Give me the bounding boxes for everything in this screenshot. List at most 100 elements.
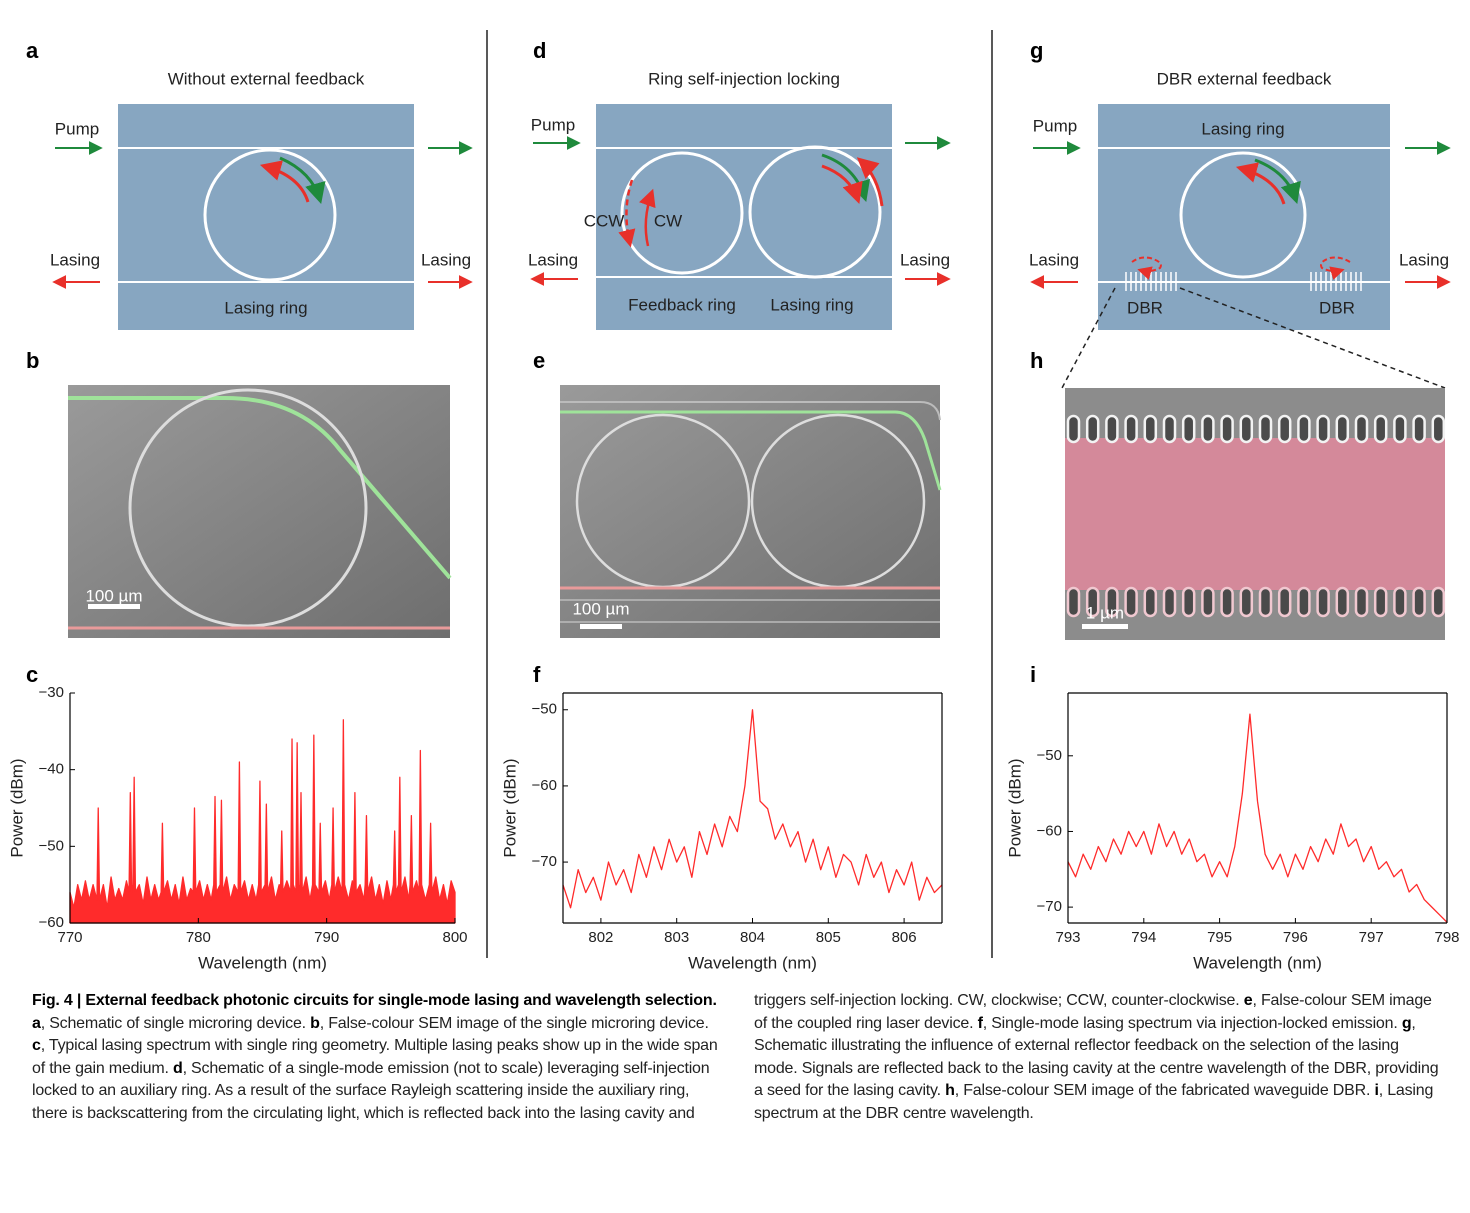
arrow xyxy=(279,156,326,205)
tooth-gap xyxy=(1143,414,1158,444)
label: Lasing xyxy=(421,250,471,269)
tooth-gap xyxy=(1220,586,1234,618)
caption-text: , Schematic illustrating the influence o… xyxy=(754,1014,1439,1100)
chip xyxy=(118,104,414,330)
chip xyxy=(1098,104,1390,330)
scale-bar xyxy=(580,624,622,629)
scale-bar xyxy=(88,604,140,609)
tooth-gap xyxy=(1239,586,1254,618)
tooth-gap xyxy=(1412,414,1426,444)
tooth-gap xyxy=(1297,414,1311,444)
label: Pump xyxy=(531,115,575,134)
x-tick-label: 806 xyxy=(892,929,917,946)
x-tick-label: 794 xyxy=(1131,929,1156,946)
panel-label: f xyxy=(533,662,541,687)
tooth-gap xyxy=(1162,414,1177,444)
x-tick-label: 790 xyxy=(314,929,339,946)
x-tick-label: 800 xyxy=(442,929,467,946)
scale-label: 100 µm xyxy=(85,586,142,605)
label: CW xyxy=(654,211,682,230)
tooth-gap xyxy=(1201,586,1215,618)
tooth-gap xyxy=(1085,586,1100,618)
arrow xyxy=(1235,162,1286,205)
panel-label: a xyxy=(26,38,39,63)
x-tick-label: 796 xyxy=(1283,929,1308,946)
ring xyxy=(1179,151,1307,279)
arrow xyxy=(821,164,863,204)
tooth-gap xyxy=(1105,586,1119,618)
label: Lasing ring xyxy=(1201,119,1284,138)
sem-background xyxy=(560,385,940,638)
tooth-gap xyxy=(1316,586,1330,618)
x-tick-label: 804 xyxy=(740,929,765,946)
caption-bold: c xyxy=(32,1037,41,1054)
y-tick-label: −50 xyxy=(39,837,64,854)
label: Lasing xyxy=(50,250,100,269)
caption-bold: d xyxy=(172,1059,183,1077)
ring xyxy=(128,388,368,628)
tooth-gap xyxy=(1354,414,1369,444)
sem-image: 100 µm xyxy=(560,385,942,638)
tooth-gap xyxy=(1373,414,1388,444)
label: DBR xyxy=(1127,298,1163,317)
tooth-gap xyxy=(1085,414,1100,444)
figure: a Without external feedback Pump Lasing … xyxy=(7,30,1460,972)
caption-bold: a xyxy=(32,1014,41,1032)
x-tick-label: 770 xyxy=(57,929,82,946)
caption-text: , Lasing spectrum at the DBR centre wave… xyxy=(754,1082,1434,1122)
scale-bar xyxy=(1082,624,1128,629)
caption-bold: Fig. 4 | External feedback photonic circ… xyxy=(32,992,717,1009)
caption-bold: h xyxy=(945,1082,955,1099)
scale-label: 100 µm xyxy=(572,599,629,618)
label: Lasing xyxy=(528,250,578,269)
caption-text: , False-colour SEM image of the fabricat… xyxy=(954,1082,1375,1099)
y-tick-label: −40 xyxy=(39,761,64,778)
y-tick-label: −50 xyxy=(532,701,557,718)
x-axis-title: Wavelength (nm) xyxy=(1193,953,1322,972)
caption-text: , False-colour SEM image of the coupled … xyxy=(754,992,1432,1032)
edge xyxy=(560,401,941,421)
caption-text: , False-colour SEM image of the single m… xyxy=(319,1014,709,1032)
tooth-gap xyxy=(1258,586,1273,618)
caption-text: , Schematic of single microring device. xyxy=(40,1014,311,1032)
waveguide xyxy=(68,396,452,580)
x-tick-label: 795 xyxy=(1207,929,1232,946)
panel-label: b xyxy=(26,348,39,373)
y-tick-label: −70 xyxy=(1037,898,1062,915)
x-tick-label: 803 xyxy=(664,929,689,946)
arrow xyxy=(1320,256,1351,280)
label: Lasing ring xyxy=(770,295,853,314)
tooth-gap xyxy=(1181,586,1196,618)
panel-label: g xyxy=(1030,38,1043,63)
tooth-gap xyxy=(1124,414,1138,444)
x-tick-label: 793 xyxy=(1055,929,1080,946)
label: Pump xyxy=(1033,116,1077,135)
panel-label: h xyxy=(1030,348,1043,373)
arrow xyxy=(1131,256,1162,280)
y-axis-title: Power (dBm) xyxy=(7,758,26,857)
tooth-gap xyxy=(1431,586,1446,618)
x-axis-title: Wavelength (nm) xyxy=(688,953,817,972)
caption-text: , Typical lasing spectrum with single ri… xyxy=(32,1037,718,1077)
ring xyxy=(203,148,337,282)
arrow xyxy=(618,179,636,248)
tooth-gap xyxy=(1143,586,1158,618)
tooth-gap xyxy=(1124,586,1138,618)
spectrum xyxy=(69,719,456,924)
tooth-gap xyxy=(1066,586,1081,618)
tooth-gap xyxy=(1431,414,1446,444)
tooth-gap xyxy=(1277,586,1292,618)
label: Lasing xyxy=(1399,250,1449,269)
schematic-title: Without external feedback xyxy=(168,69,365,88)
y-tick-label: −70 xyxy=(532,853,557,870)
sem-image xyxy=(1065,388,1446,640)
label: DBR xyxy=(1319,298,1355,317)
y-tick-label: −30 xyxy=(39,684,64,701)
x-tick-label: 780 xyxy=(186,929,211,946)
label: Feedback ring xyxy=(628,295,736,314)
waveguide xyxy=(1065,438,1445,590)
scale-label: 1 µm xyxy=(1086,603,1124,622)
arrow xyxy=(856,157,884,207)
zoom-line xyxy=(1061,287,1116,389)
